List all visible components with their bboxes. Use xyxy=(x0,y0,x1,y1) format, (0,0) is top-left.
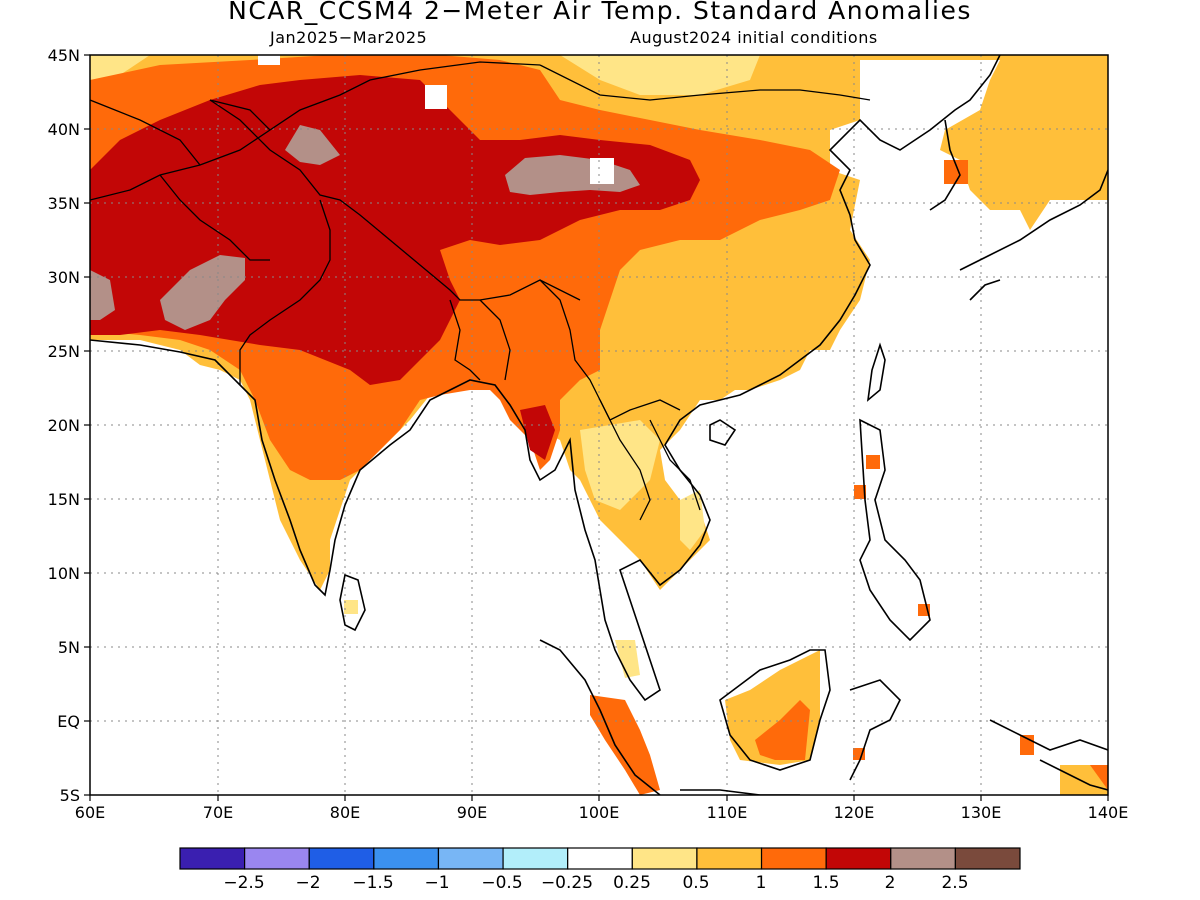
colorbar-swatch xyxy=(890,847,956,870)
anomaly-region-gray-edge xyxy=(90,270,115,320)
anomaly-cell-sulawesi xyxy=(853,748,865,760)
colorbar-swatch xyxy=(179,847,246,870)
lat-label: 30N xyxy=(48,268,80,287)
colorbar-label: 0.5 xyxy=(682,873,709,893)
colorbar-swatch xyxy=(631,847,698,870)
colorbar-swatch xyxy=(308,847,375,870)
colorbar-swatch xyxy=(954,847,1021,870)
colorbar-label: −1.5 xyxy=(352,873,393,893)
colorbar-label: −2.5 xyxy=(223,873,264,893)
anomaly-region-gray-west xyxy=(160,255,245,330)
lat-label: 20N xyxy=(48,416,80,435)
lat-label: 25N xyxy=(48,342,80,361)
lon-label: 100E xyxy=(579,803,620,822)
country-borders xyxy=(90,61,871,521)
initial-conditions: August2024 initial conditions xyxy=(630,28,878,47)
colorbar-label: 1 xyxy=(756,873,767,893)
colorbar-label: −1 xyxy=(424,873,449,893)
lat-label: 5S xyxy=(60,786,80,805)
lat-label: 35N xyxy=(48,194,80,213)
colorbar-label: 2 xyxy=(885,873,896,893)
missing-cell-1 xyxy=(590,158,614,184)
lon-label: 140E xyxy=(1088,803,1129,822)
colorbar-label: −2 xyxy=(295,873,320,893)
anomaly-region-red xyxy=(90,75,700,385)
anomaly-region-malaya xyxy=(615,640,640,678)
anomaly-cell-srilanka xyxy=(344,600,358,614)
colorbar-swatch xyxy=(437,847,504,870)
map-title: NCAR_CCSM4 2−Meter Air Temp. Standard An… xyxy=(228,0,972,25)
anomaly-cell-luzon xyxy=(866,455,880,469)
lon-label: 70E xyxy=(203,803,233,822)
lon-label: 90E xyxy=(457,803,487,822)
colorbar-label: 1.5 xyxy=(812,873,839,893)
lon-label: 120E xyxy=(834,803,875,822)
colorbar-swatch xyxy=(760,847,827,870)
anomaly-region-red-myanmar xyxy=(520,405,555,460)
lat-label: 40N xyxy=(48,120,80,139)
colorbar-swatch xyxy=(696,847,763,870)
anomaly-region-sumatra xyxy=(590,695,660,795)
anomaly-cell-japan xyxy=(1075,175,1105,200)
colorbar-label: 0.25 xyxy=(613,873,651,893)
colorbar-swatch xyxy=(502,847,569,870)
axis-ticks xyxy=(84,54,1109,801)
lat-label: EQ xyxy=(57,712,80,731)
latitude-labels: 45N 40N 35N 30N 25N 20N 15N 10N 5N EQ 5S xyxy=(48,46,80,805)
colorbar-swatch xyxy=(373,847,440,870)
lat-label: 5N xyxy=(58,638,80,657)
anomaly-region-gray-tarim xyxy=(285,125,340,165)
lat-label: 10N xyxy=(48,564,80,583)
colorbar-label: −0.5 xyxy=(481,873,522,893)
anomaly-region-light-north xyxy=(560,55,760,95)
anomaly-region-light-nw xyxy=(90,55,150,80)
lon-label: 130E xyxy=(961,803,1002,822)
anomaly-field xyxy=(90,55,1108,795)
forecast-period: Jan2025−Mar2025 xyxy=(270,28,428,47)
anomaly-region-borneo-inner xyxy=(755,700,810,760)
anomaly-region-newguinea-hot xyxy=(1090,765,1108,790)
coastlines xyxy=(90,55,1108,795)
colorbar-label: −0.25 xyxy=(541,873,593,893)
colorbar-swatch xyxy=(825,847,892,870)
colorbar-swatch xyxy=(244,847,310,870)
anomaly-region-light-indochina xyxy=(580,420,660,510)
lon-label: 80E xyxy=(330,803,360,822)
lat-label: 15N xyxy=(48,490,80,509)
longitude-labels: 60E 70E 80E 90E 100E 110E 120E 130E 140E xyxy=(75,803,1129,822)
colorbar-swatch xyxy=(567,847,633,870)
lon-label: 110E xyxy=(707,803,748,822)
missing-cell-2 xyxy=(425,85,447,109)
lon-label: 60E xyxy=(75,803,105,822)
anomaly-cell-luzon2 xyxy=(854,485,866,499)
colorbar-labels: −2.5 −2 −1.5 −1 −0.5 −0.25 0.25 0.5 1 1.… xyxy=(223,873,968,893)
gridlines xyxy=(90,55,1108,795)
lat-label: 45N xyxy=(48,46,80,65)
colorbar xyxy=(179,847,1021,870)
missing-cell-3 xyxy=(258,55,280,65)
colorbar-label: 2.5 xyxy=(941,873,968,893)
